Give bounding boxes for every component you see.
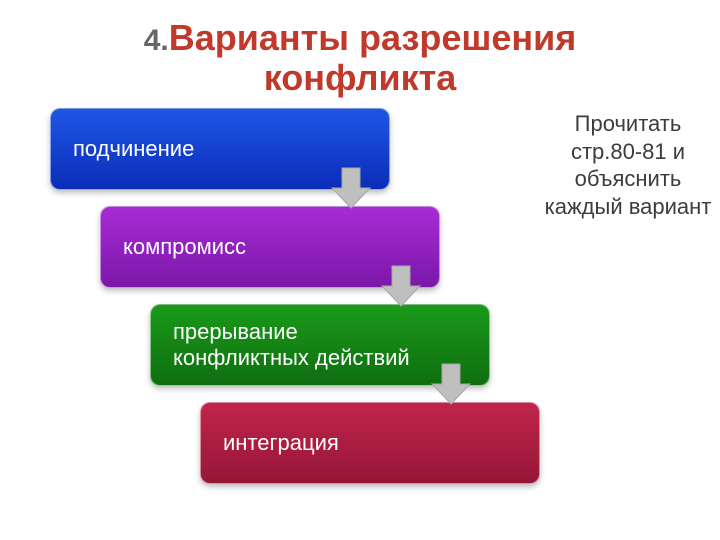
flow-step-label: подчинение xyxy=(73,136,194,162)
flow-diagram: подчинение компромисс прерывание конфликтн… xyxy=(0,0,720,540)
flow-step-label: интеграция xyxy=(223,430,339,456)
flow-step: компромисс xyxy=(100,206,440,288)
flow-step-label: компромисс xyxy=(123,234,246,260)
flow-step: интеграция xyxy=(200,402,540,484)
flow-step: прерывание конфликтных действий xyxy=(150,304,490,386)
flow-step: подчинение xyxy=(50,108,390,190)
flow-step-label: прерывание конфликтных действий xyxy=(173,319,410,371)
